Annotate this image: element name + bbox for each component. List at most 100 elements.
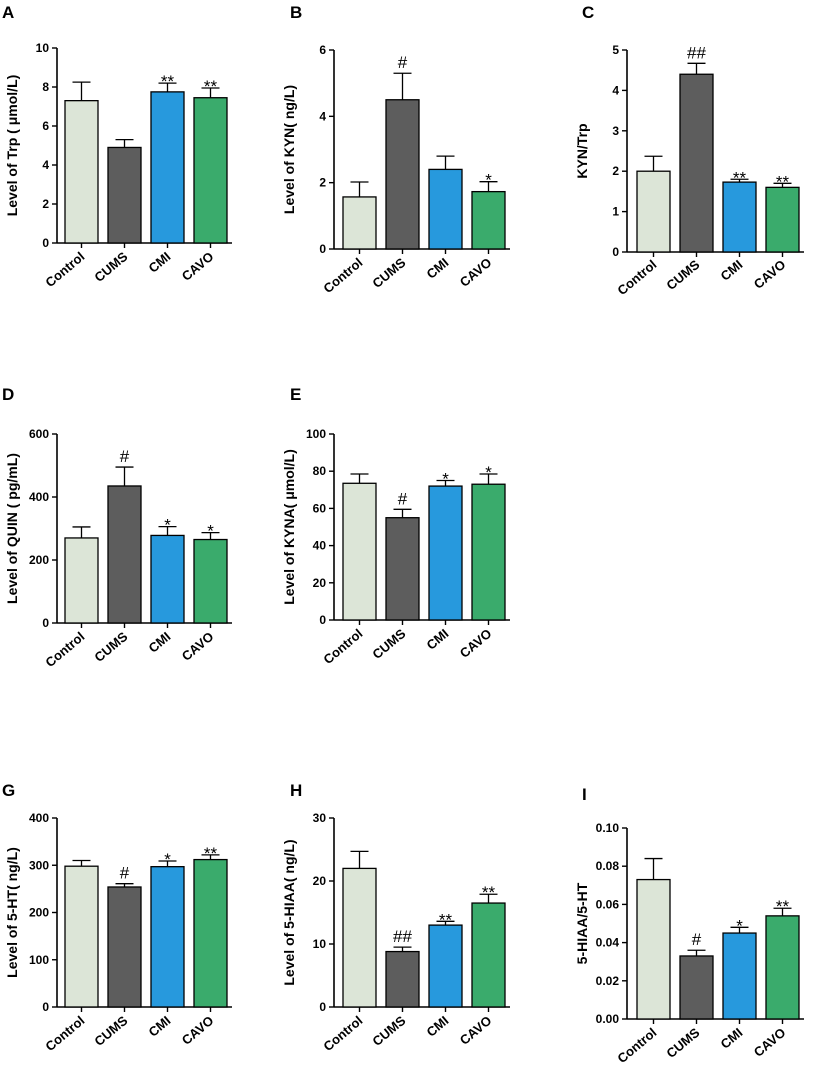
bar-cmi bbox=[150, 91, 185, 244]
x-tick-label: CMI bbox=[146, 629, 174, 656]
significance-mark: * bbox=[164, 850, 171, 869]
y-tick-label: 100 bbox=[29, 953, 49, 967]
y-tick-label: 0 bbox=[319, 1000, 326, 1014]
y-axis-label: Level of 5-HT( ng/L) bbox=[4, 847, 20, 978]
y-tick-label: 20 bbox=[313, 874, 327, 888]
significance-mark: * bbox=[736, 916, 743, 935]
y-axis-label: 5-HIAA/5-HT bbox=[574, 882, 590, 964]
x-tick-label: CAVO bbox=[457, 1013, 495, 1048]
chart-panel-e: E Level of KYNA( μmol/L) 0 20 40 60 80 100 Contr… bbox=[281, 385, 510, 667]
chart-panel-h: H Level of 5-HIAA( ng/L) 0 10 20 30 Control CUM… bbox=[281, 781, 510, 1054]
significance-mark: ** bbox=[776, 172, 790, 191]
x-tick-label: CAVO bbox=[457, 255, 495, 290]
significance-mark: # bbox=[120, 447, 130, 466]
y-tick-label: 4 bbox=[612, 83, 619, 97]
y-tick-label: 0.08 bbox=[596, 859, 620, 873]
chart-panel-d: D Level of QUIN ( pg/mL) 0 200 400 600 Control… bbox=[2, 385, 232, 670]
significance-mark: ## bbox=[393, 927, 412, 946]
x-tick-label: Control bbox=[320, 1013, 365, 1054]
bar-cavo bbox=[471, 902, 506, 1008]
bar-cavo bbox=[765, 915, 800, 1020]
x-tick-label: CUMS bbox=[369, 626, 408, 662]
bar-cmi bbox=[722, 181, 757, 253]
significance-mark: # bbox=[398, 489, 408, 508]
y-tick-label: 600 bbox=[29, 427, 49, 441]
significance-mark: # bbox=[398, 53, 408, 72]
bar-cums bbox=[385, 517, 420, 621]
x-tick-label: Control bbox=[320, 626, 365, 667]
y-tick-label: 0.00 bbox=[596, 1012, 620, 1026]
y-tick-label: 6 bbox=[319, 43, 326, 57]
y-tick-label: 6 bbox=[42, 119, 49, 133]
x-tick-label: CUMS bbox=[663, 257, 702, 293]
y-tick-label: 0.04 bbox=[596, 936, 620, 950]
significance-mark: * bbox=[485, 171, 492, 190]
bar-cmi bbox=[428, 924, 463, 1008]
x-tick-label: CMI bbox=[718, 1025, 746, 1052]
bar-cums bbox=[107, 886, 142, 1008]
bar-cums bbox=[679, 73, 714, 253]
significance-mark: ** bbox=[161, 72, 175, 91]
significance-mark: ** bbox=[204, 844, 218, 863]
x-tick-label: CUMS bbox=[369, 255, 408, 291]
bar-cavo bbox=[193, 538, 228, 624]
significance-mark: ## bbox=[687, 43, 706, 62]
x-tick-label: CAVO bbox=[179, 249, 217, 284]
panel-letter: E bbox=[290, 385, 301, 404]
x-tick-label: CUMS bbox=[369, 1013, 408, 1049]
y-tick-label: 400 bbox=[29, 811, 49, 825]
y-tick-label: 1 bbox=[612, 205, 619, 219]
bar-cums bbox=[107, 146, 142, 244]
bar-cavo bbox=[193, 97, 228, 244]
significance-mark: ** bbox=[733, 168, 747, 187]
x-tick-label: CMI bbox=[146, 1013, 174, 1040]
x-tick-label: CAVO bbox=[179, 1013, 217, 1048]
significance-mark: ** bbox=[439, 910, 453, 929]
bar-cums bbox=[385, 950, 420, 1008]
y-tick-label: 0 bbox=[319, 613, 326, 627]
y-tick-label: 0.02 bbox=[596, 974, 620, 988]
panel-letter: B bbox=[290, 3, 302, 22]
y-tick-label: 200 bbox=[29, 906, 49, 920]
x-tick-label: CUMS bbox=[91, 249, 130, 285]
chart-panel-b: B Level of KYN( ng/L) 0 2 4 6 Control CUMS # CMI C… bbox=[281, 3, 510, 296]
significance-mark: * bbox=[207, 522, 214, 541]
significance-mark: ** bbox=[776, 897, 790, 916]
panel-letter: A bbox=[2, 3, 14, 22]
chart-panel-g: G Level of 5-HT( ng/L) 0 100 200 300 400 Contro… bbox=[2, 781, 232, 1054]
panel-letter: C bbox=[582, 3, 594, 22]
bar-cmi bbox=[722, 932, 757, 1020]
y-axis-label: Level of Trp ( μmol/L) bbox=[4, 75, 20, 217]
y-tick-label: 0 bbox=[319, 242, 326, 256]
bar-control bbox=[636, 878, 671, 1020]
bar-cmi bbox=[150, 866, 185, 1008]
chart-panel-i: I 5-HIAA/5-HT 0.00 0.02 0.04 0.06 0.08 0.10 Cont… bbox=[574, 785, 804, 1066]
y-tick-label: 8 bbox=[42, 80, 49, 94]
bar-cums bbox=[107, 485, 142, 624]
significance-mark: * bbox=[164, 516, 171, 535]
y-tick-label: 60 bbox=[313, 501, 327, 515]
x-tick-label: CMI bbox=[146, 249, 174, 276]
bar-cavo bbox=[471, 483, 506, 621]
y-tick-label: 30 bbox=[313, 811, 327, 825]
y-tick-label: 10 bbox=[36, 41, 50, 55]
bar-control bbox=[64, 865, 99, 1008]
y-axis-label: Level of KYNA( μmol/L) bbox=[281, 449, 297, 605]
y-tick-label: 40 bbox=[313, 539, 327, 553]
x-tick-label: CUMS bbox=[663, 1025, 702, 1061]
y-tick-label: 2 bbox=[42, 197, 49, 211]
significance-mark: # bbox=[120, 864, 130, 883]
y-tick-label: 0 bbox=[42, 616, 49, 630]
y-tick-label: 300 bbox=[29, 858, 49, 872]
significance-mark: * bbox=[485, 463, 492, 482]
y-tick-label: 2 bbox=[612, 164, 619, 178]
bar-control bbox=[64, 100, 99, 244]
y-axis-label: Level of QUIN ( pg/mL) bbox=[4, 453, 20, 604]
y-tick-label: 3 bbox=[612, 124, 619, 138]
significance-mark: ** bbox=[482, 883, 496, 902]
x-tick-label: CMI bbox=[424, 626, 452, 653]
significance-mark: ** bbox=[204, 77, 218, 96]
bar-control bbox=[342, 867, 377, 1008]
panel-letter: G bbox=[2, 781, 15, 800]
bar-control bbox=[64, 537, 99, 624]
